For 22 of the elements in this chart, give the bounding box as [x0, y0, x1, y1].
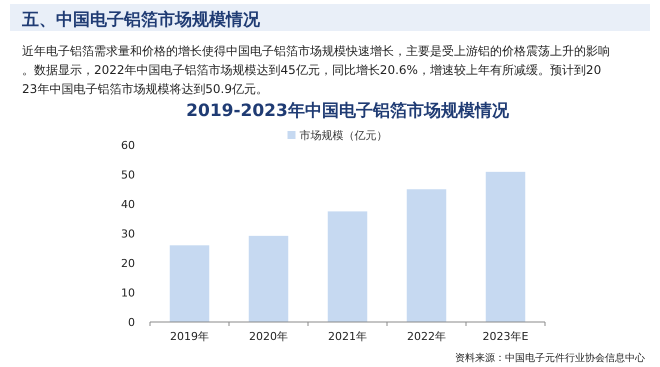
bar — [248, 236, 288, 322]
x-tick-label: 2020年 — [249, 330, 288, 343]
bar — [170, 245, 210, 322]
x-tick-label: 2021年 — [328, 330, 367, 343]
y-tick-label: 40 — [121, 198, 135, 211]
bar — [406, 189, 446, 322]
y-tick-label: 50 — [121, 168, 135, 182]
chart-title: 2019-2023年中国电子铝箔市场规模情况 — [186, 101, 510, 121]
y-tick-label: 20 — [121, 257, 135, 270]
text: 五、中国电子铝箔市场规模情况 — [21, 10, 261, 30]
bar — [328, 211, 368, 322]
y-tick-label: 60 — [121, 139, 135, 152]
x-tick-label: 2023年E — [482, 330, 529, 343]
legend-label: 市场规模（亿元） — [300, 129, 388, 142]
text: 近年电子铝箔需求量和价格的增长使得中国电子铝箔市场规模快速增长，主要是受上游铝的价格震荡上升的影响。数据显示，2022年中国电子铝箔市场规模达到45亿元，同比增长20.6%，增速较上年有所减缓。预计到2023年中国电子铝箔市场规模将达到50.9亿元。 — [22, 44, 610, 96]
y-tick-label: 30 — [121, 228, 135, 240]
text: 资料来源：中国电子元件行业协会信息中心 — [455, 352, 645, 364]
x-tick-label: 2019年 — [170, 330, 209, 343]
x-tick-label: 2022年 — [407, 330, 446, 343]
bar — [486, 172, 526, 322]
y-tick-label: 10 — [121, 286, 135, 300]
y-tick-label: 0 — [128, 316, 135, 329]
